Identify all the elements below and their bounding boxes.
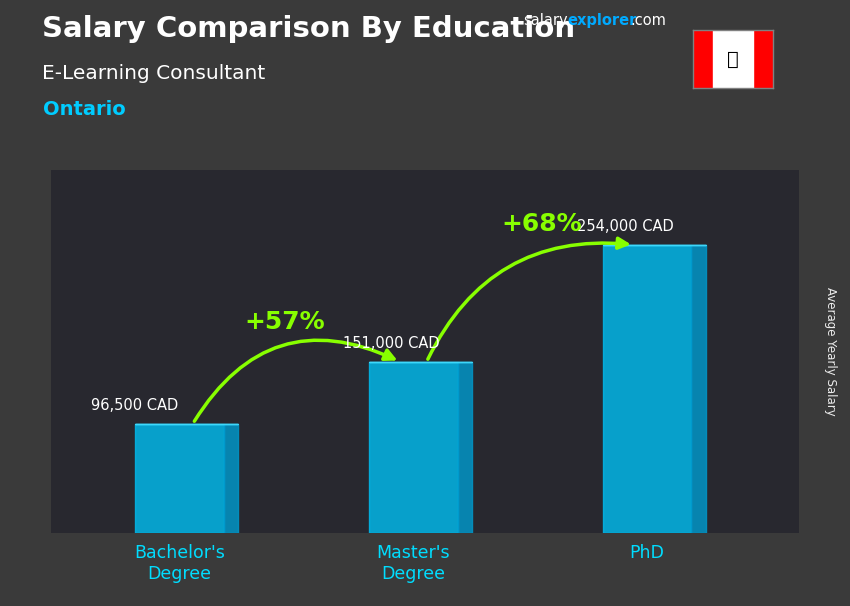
Text: +57%: +57%: [245, 310, 325, 334]
Text: Ontario: Ontario: [42, 100, 125, 119]
Text: Salary Comparison By Education: Salary Comparison By Education: [42, 15, 575, 43]
Polygon shape: [224, 424, 238, 533]
Text: 151,000 CAD: 151,000 CAD: [343, 336, 439, 351]
Bar: [713, 30, 753, 88]
Polygon shape: [691, 245, 706, 533]
Text: .com: .com: [631, 13, 666, 28]
Text: 96,500 CAD: 96,500 CAD: [91, 398, 178, 413]
Text: 🍁: 🍁: [728, 50, 739, 68]
Text: explorer: explorer: [568, 13, 638, 28]
Polygon shape: [457, 362, 472, 533]
Bar: [603, 245, 692, 533]
Text: Average Yearly Salary: Average Yearly Salary: [824, 287, 837, 416]
Text: +68%: +68%: [502, 211, 582, 236]
Bar: [135, 424, 224, 533]
Text: E-Learning Consultant: E-Learning Consultant: [42, 64, 266, 82]
Text: 254,000 CAD: 254,000 CAD: [577, 219, 674, 234]
Text: salary: salary: [523, 13, 568, 28]
Bar: [369, 362, 457, 533]
